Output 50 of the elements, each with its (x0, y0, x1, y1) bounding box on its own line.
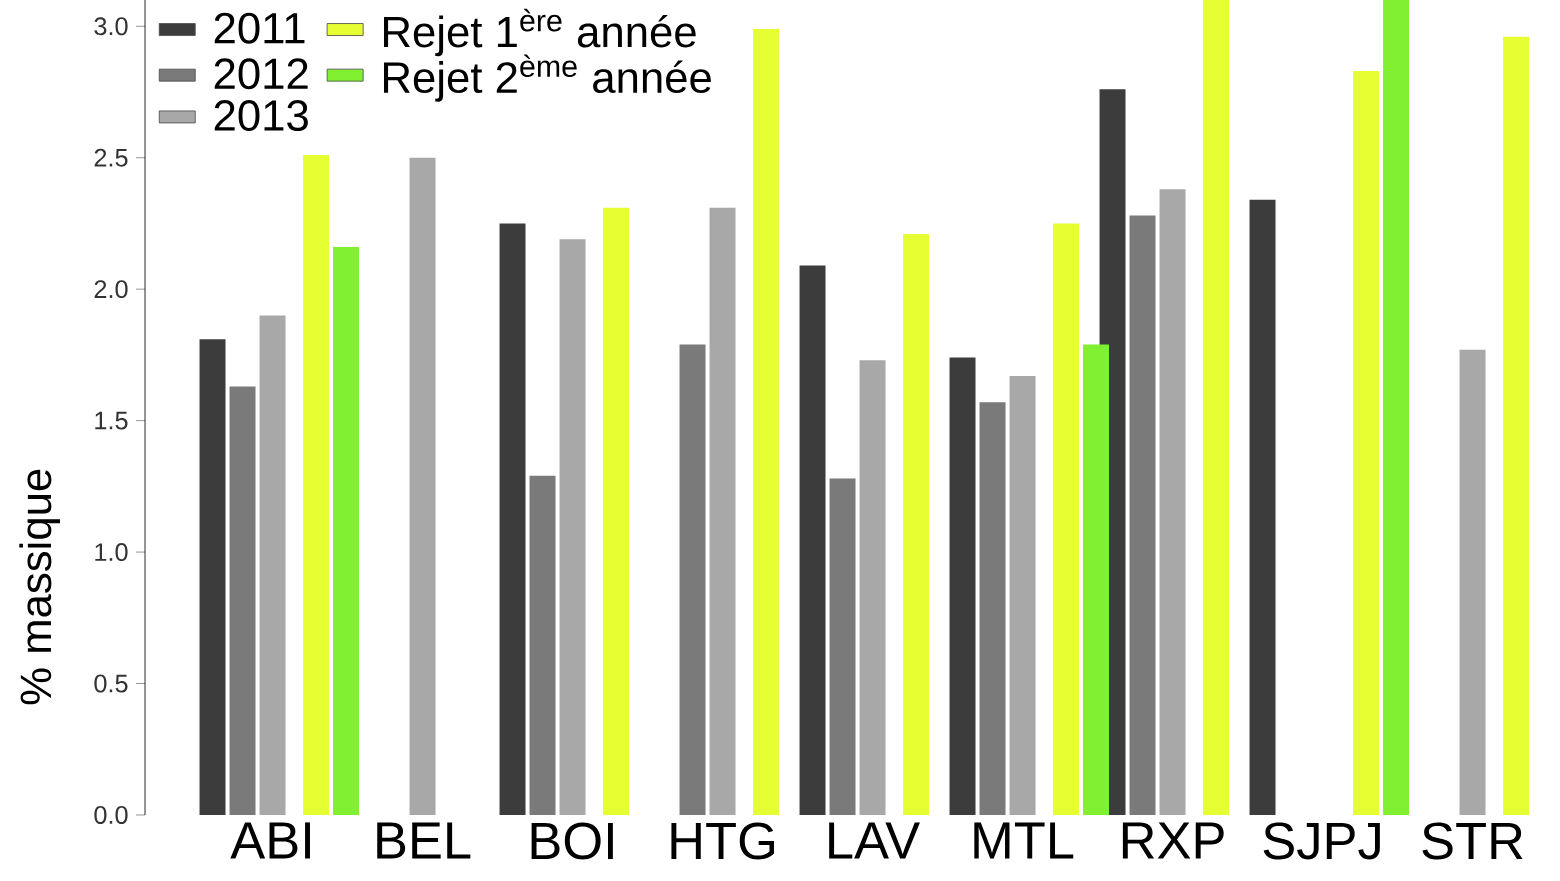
y-tick-label: 1.0 (95, 543, 128, 562)
x-tick-label: HTG (671, 822, 774, 860)
bar (303, 155, 330, 815)
x-tick-label: LAV (829, 822, 920, 859)
bar (1503, 36, 1530, 815)
bar (1249, 199, 1276, 815)
y-axis-title: % massique (19, 469, 61, 705)
bar (1053, 223, 1080, 815)
bar (859, 360, 886, 815)
legend-label: 2011 (214, 12, 305, 44)
bar (1159, 189, 1186, 815)
x-tick-label: RXP (1122, 822, 1224, 859)
bar (259, 315, 286, 815)
bar (799, 265, 826, 815)
bar (679, 344, 706, 815)
legend-label: 2012 (214, 58, 308, 90)
y-tick-label: 2.5 (94, 148, 128, 167)
bar (1009, 375, 1036, 815)
x-tick-label: SJPJ (1263, 822, 1380, 860)
bar (753, 28, 780, 815)
bar (1459, 349, 1486, 815)
bar (199, 339, 226, 815)
bar (1083, 344, 1110, 815)
bar (529, 475, 556, 815)
x-tick-label: BEL (377, 822, 471, 859)
y-tick-label: 3.0 (94, 17, 128, 36)
bar (499, 223, 526, 815)
bar (949, 357, 976, 815)
y-tick-label: 0.5 (94, 674, 128, 693)
x-tick-label: BOI (531, 822, 613, 860)
bar (1353, 70, 1380, 815)
y-tick-label: 2.0 (94, 280, 128, 299)
x-tick-label: STR (1422, 822, 1523, 860)
bar (1129, 215, 1156, 815)
bar (1203, 0, 1230, 815)
x-tick-label: MTL (974, 822, 1074, 859)
bar (709, 207, 736, 815)
y-tick-label: 1.5 (95, 411, 128, 430)
legend-label: 2013 (214, 100, 308, 132)
bar (829, 478, 856, 815)
x-tick-label: ABI (230, 822, 310, 859)
bar (903, 233, 930, 815)
bar (559, 239, 586, 815)
y-tick-label: 0.0 (94, 806, 128, 824)
bar (603, 207, 630, 815)
bar (1383, 0, 1410, 815)
bar (979, 402, 1006, 815)
bar (333, 247, 360, 815)
bar (409, 157, 436, 815)
bar (229, 386, 256, 815)
